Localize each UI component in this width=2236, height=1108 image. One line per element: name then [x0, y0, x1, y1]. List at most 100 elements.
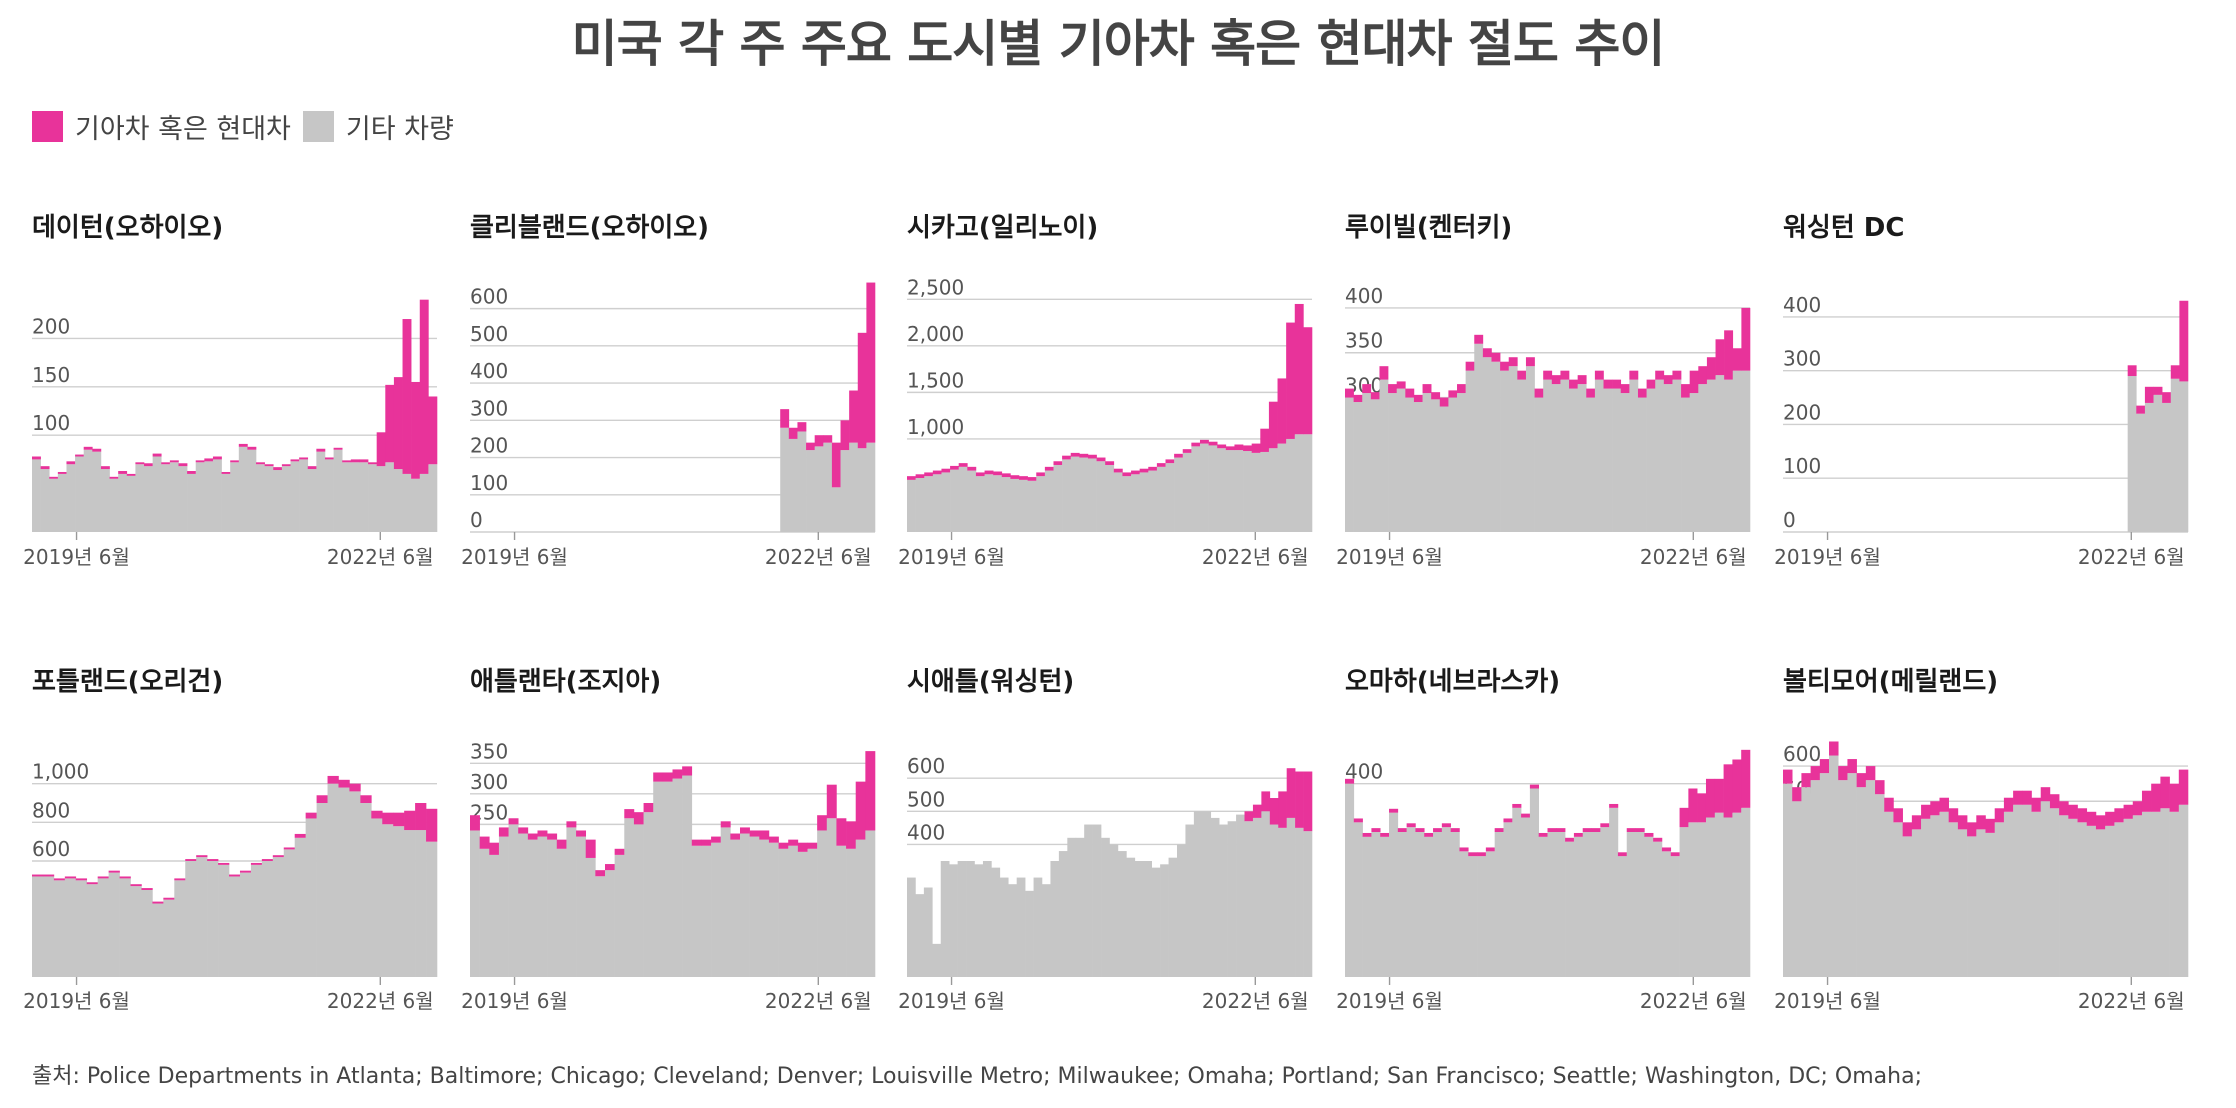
bar-kia-hyundai: [1556, 828, 1566, 832]
bar-other: [294, 837, 306, 977]
bar-kia-hyundai: [1217, 444, 1227, 449]
bar-other: [402, 473, 412, 532]
bar-kia-hyundai: [218, 862, 230, 865]
bar-other: [1672, 379, 1682, 532]
bar-other: [807, 848, 818, 977]
bar-kia-hyundai: [371, 810, 383, 819]
bar-other: [250, 864, 263, 977]
bar-other: [806, 450, 815, 532]
bar-other: [327, 783, 339, 977]
bar-kia-hyundai: [1586, 388, 1596, 398]
bar-kia-hyundai: [806, 442, 815, 451]
bar-other: [1629, 379, 1639, 532]
bar-other: [966, 861, 975, 977]
bar-other: [1698, 384, 1708, 532]
bar-other: [1521, 817, 1531, 977]
bar-other: [1801, 787, 1811, 977]
source-note: 출처: Police Departments in Atlanta; Balti…: [32, 1064, 1922, 1089]
bar-other: [174, 880, 186, 977]
bar-other: [1424, 836, 1434, 977]
bar-other: [605, 870, 615, 977]
bar-kia-hyundai: [1389, 808, 1399, 813]
bar-other: [1985, 832, 1996, 977]
bar-kia-hyundai: [1261, 791, 1271, 812]
bar-other: [846, 848, 857, 977]
bar-kia-hyundai: [1911, 815, 1922, 830]
bar-other: [1027, 480, 1037, 532]
bar-other: [338, 787, 350, 977]
bar-other: [814, 446, 824, 532]
bar-kia-hyundai: [993, 471, 1003, 476]
bar-kia-hyundai: [1714, 778, 1724, 813]
bar-kia-hyundai: [264, 464, 274, 467]
x-tick-label: 2022년 6월: [1202, 545, 1309, 569]
bar-other: [1930, 815, 1940, 977]
bar-kia-hyundai: [1629, 370, 1639, 380]
bar-other: [1413, 402, 1423, 532]
bar-kia-hyundai: [66, 461, 76, 465]
x-tick-label: 2022년 6월: [2078, 989, 2185, 1013]
bar-other: [778, 848, 789, 977]
bar-other: [40, 469, 50, 532]
bar-kia-hyundai: [207, 859, 219, 861]
bar-kia-hyundai: [624, 809, 635, 819]
bar-other: [1389, 812, 1399, 977]
y-tick-label: 400: [1783, 293, 1821, 317]
bar-other: [411, 478, 421, 532]
bar-other: [974, 864, 984, 977]
bar-other: [1067, 837, 1077, 977]
bar-kia-hyundai: [1856, 773, 1867, 788]
bar-other: [281, 466, 291, 532]
bar-kia-hyundai: [32, 874, 44, 877]
bar-kia-hyundai: [144, 463, 153, 467]
bar-kia-hyundai: [1976, 815, 1986, 830]
bar-kia-hyundai: [1637, 388, 1647, 398]
bar-other: [1617, 856, 1628, 977]
bar-kia-hyundai: [470, 815, 480, 831]
bar-kia-hyundai: [212, 456, 222, 460]
bar-kia-hyundai: [1494, 828, 1504, 832]
bar-kia-hyundai: [924, 472, 934, 477]
bar-kia-hyundai: [1783, 769, 1793, 784]
bar-other: [1724, 379, 1734, 532]
bar-other: [1448, 397, 1458, 532]
bar-kia-hyundai: [1199, 439, 1209, 444]
bar-other: [419, 473, 429, 532]
bar-other: [187, 473, 197, 532]
bar-other: [624, 818, 635, 977]
bar-other: [2049, 808, 2060, 977]
bar-other: [1577, 384, 1587, 532]
bar-kia-hyundai: [1543, 370, 1553, 380]
bar-kia-hyundai: [130, 884, 142, 887]
bar-kia-hyundai: [1096, 457, 1106, 462]
y-tick-label: 1,000: [907, 415, 964, 439]
bar-other: [508, 824, 519, 977]
bar-other: [1126, 857, 1136, 977]
bar-kia-hyundai: [238, 443, 248, 447]
bar-kia-hyundai: [1243, 445, 1252, 452]
bar-kia-hyundai: [2105, 811, 2115, 826]
x-tick-label: 2019년 6월: [1774, 989, 1881, 1013]
bar-other: [907, 479, 916, 532]
bar-other: [1644, 836, 1654, 977]
bar-kia-hyundai: [204, 458, 214, 462]
bar-kia-hyundai: [2144, 386, 2154, 403]
bar-kia-hyundai: [2127, 365, 2137, 377]
bar-kia-hyundai: [75, 878, 88, 881]
bar-kia-hyundai: [1286, 322, 1296, 439]
bar-other: [1679, 827, 1689, 977]
bar-other: [1819, 773, 1830, 977]
bar-other: [1286, 817, 1296, 977]
bar-kia-hyundai: [97, 876, 109, 879]
bar-other: [2162, 402, 2172, 532]
bar-kia-hyundai: [1001, 473, 1011, 478]
bar-other: [1092, 824, 1102, 977]
y-tick-label: 500: [470, 322, 508, 346]
bar-other: [1517, 379, 1527, 532]
bar-kia-hyundai: [537, 830, 548, 837]
bar-other: [2077, 822, 2088, 977]
bar-other: [518, 833, 529, 977]
bar-kia-hyundai: [64, 876, 77, 879]
bar-other: [1058, 851, 1068, 977]
bar-other: [42, 876, 55, 977]
